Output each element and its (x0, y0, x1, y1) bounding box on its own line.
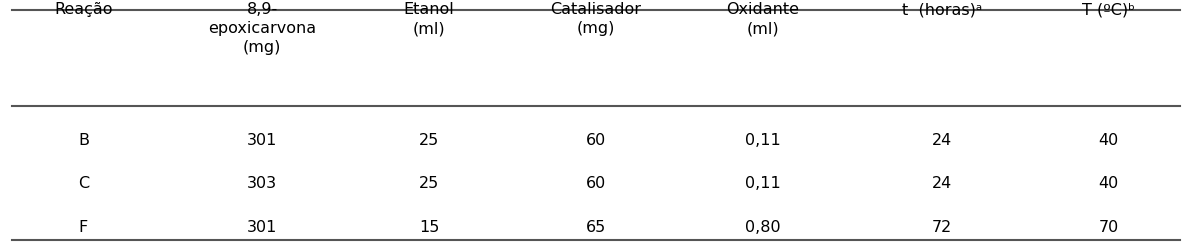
Text: 24: 24 (932, 176, 951, 191)
Text: 0,11: 0,11 (745, 176, 781, 191)
Text: Reação: Reação (54, 2, 113, 17)
Text: 303: 303 (247, 176, 278, 191)
Text: Etanol
(ml): Etanol (ml) (404, 2, 454, 36)
Text: 60: 60 (586, 176, 606, 191)
Text: 15: 15 (418, 220, 440, 235)
Text: 60: 60 (586, 133, 606, 148)
Text: Oxidante
(ml): Oxidante (ml) (726, 2, 800, 36)
Text: 301: 301 (247, 133, 278, 148)
Text: 25: 25 (420, 133, 439, 148)
Text: T (ºC)ᵇ: T (ºC)ᵇ (1082, 2, 1135, 17)
Text: 40: 40 (1099, 133, 1118, 148)
Text: B: B (77, 133, 89, 148)
Text: 0,11: 0,11 (745, 133, 781, 148)
Text: 301: 301 (247, 220, 278, 235)
Text: 40: 40 (1099, 176, 1118, 191)
Text: 65: 65 (586, 220, 606, 235)
Text: t  (horas)ᵃ: t (horas)ᵃ (901, 2, 982, 17)
Text: F: F (79, 220, 88, 235)
Text: 0,80: 0,80 (745, 220, 781, 235)
Text: 25: 25 (420, 176, 439, 191)
Text: 70: 70 (1099, 220, 1118, 235)
Text: 24: 24 (932, 133, 951, 148)
Text: 8,9-
epoxicarvona
(mg): 8,9- epoxicarvona (mg) (209, 2, 316, 55)
Text: C: C (77, 176, 89, 191)
Text: 72: 72 (932, 220, 951, 235)
Text: Catalisador
(mg): Catalisador (mg) (551, 2, 641, 36)
